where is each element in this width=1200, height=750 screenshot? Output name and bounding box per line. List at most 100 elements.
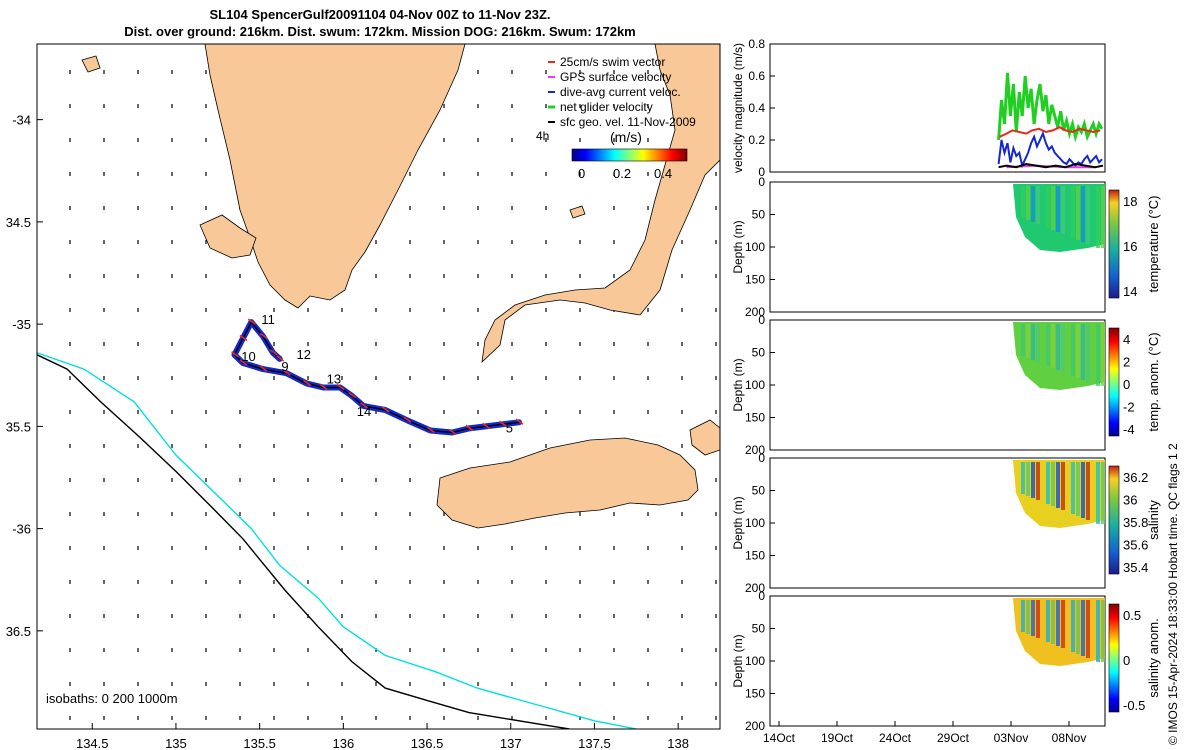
map-ytick-1: 34.5 (6, 215, 31, 230)
temperature-anomaly-profile-8 (1056, 324, 1060, 370)
salinity-profile-11 (1071, 462, 1075, 514)
temperature-anomaly-cbar-tick-3: -2 (1123, 400, 1135, 415)
temperature-profile-10 (1066, 186, 1070, 236)
temperature-anomaly-profile-14 (1086, 324, 1090, 382)
isobath-1000 (37, 354, 570, 729)
velocity-y-axis: 0 0.2 0.4 0.6 0.8 (748, 37, 775, 179)
velocity-series-0 (997, 72, 1104, 143)
map-panel: 11 10 12 9 13 14 5 134.5 135 135.5 136 136.5 137 137… (6, 43, 721, 750)
temperature-anomaly-profile-15 (1091, 324, 1095, 384)
temperature-anomaly-ytick-4: 200 (745, 443, 765, 457)
temperature-anomaly-profile-3 (1031, 324, 1035, 360)
swim-vector-16 (231, 351, 239, 358)
temperature-profile-11 (1071, 186, 1075, 238)
salinity-cbar-tick-4: 35.4 (1123, 560, 1148, 575)
temperature-anomaly-profile-13 (1081, 324, 1085, 380)
temperature-profile-12 (1076, 186, 1080, 240)
legend-dive: dive-avg current veloc. (560, 85, 681, 99)
velocity-ytick-4: 0.8 (748, 37, 765, 51)
isobath-200 (37, 352, 637, 729)
map-xtick-5: 137 (500, 736, 522, 750)
legend-time: 4h (536, 129, 549, 143)
swim-vector-11 (319, 383, 328, 391)
swim-vector-21 (276, 355, 285, 362)
temperature-profile-4 (1036, 186, 1040, 224)
legend-gps: GPS surface velocity (560, 70, 671, 84)
day-label-10: 10 (241, 349, 255, 364)
temperature-ytick-4: 200 (745, 305, 765, 319)
salinity-anomaly-ylabel: Depth (m) (731, 634, 745, 687)
salinity-profile-2 (1026, 462, 1030, 496)
swim-vector-19 (259, 332, 268, 340)
day-label-5: 5 (506, 421, 513, 436)
map-ytick-2: -35 (12, 317, 31, 332)
swim-vector-8 (359, 402, 368, 409)
map-xtick-3: 136 (332, 736, 354, 750)
temperature-anomaly-profile-10 (1066, 324, 1070, 374)
temperature-colorbar (1108, 189, 1120, 299)
salinity-ytick-1: 50 (752, 484, 766, 498)
temperature-cbar-tick-1: 16 (1123, 239, 1137, 254)
legend-sfc: sfc geo. vel. 11-Nov-2009 (560, 115, 696, 129)
salinity-anomaly-profile-13 (1081, 600, 1085, 656)
temperature-cbar-tick-0: 18 (1123, 194, 1137, 209)
temperature-profile-2 (1026, 186, 1030, 220)
temperature-profile-8 (1056, 186, 1060, 232)
salinity-profile-17 (1101, 462, 1105, 524)
map-ytick-3: 35.5 (6, 419, 31, 434)
salinity-profile-3 (1031, 462, 1035, 498)
map-legend: 25cm/s swim vector GPS surface velocity … (536, 55, 696, 181)
colorbar-tick-0: 0 (578, 166, 585, 181)
temperature-anomaly-ytick-1: 50 (752, 346, 766, 360)
temperature-anomaly-cbar-tick-2: 0 (1123, 377, 1130, 392)
swim-vectors (231, 318, 524, 436)
island-2 (569, 205, 586, 219)
colorbar-tick-04: 0.4 (654, 166, 672, 181)
time-x-axis: 14Oct 19Oct 24Oct 29Oct 03Nov 08Nov (763, 721, 1086, 745)
temperature-profile-13 (1081, 186, 1085, 242)
velocity-series-1 (999, 126, 1101, 138)
map-ytick-0: -34 (12, 113, 31, 128)
temperature-profile-5 (1041, 186, 1045, 226)
swim-vector-18 (247, 318, 256, 325)
temperature-anomaly-cbar-tick-4: -4 (1123, 422, 1135, 437)
temperature-anomaly-profile-12 (1076, 324, 1080, 378)
section-temperature: 0 50 100 150 200 Depth (m) 18 16 14 temperature (… (731, 175, 1161, 319)
salinity-ytick-0: 0 (758, 451, 765, 465)
swim-vector-10 (336, 383, 345, 391)
time-xtick-2: 24Oct (879, 731, 912, 745)
salinity-profile-7 (1051, 462, 1055, 506)
salinity-cbar-tick-3: 35.6 (1123, 538, 1148, 553)
title-line-2: Dist. over ground: 216km. Dist. swum: 17… (124, 24, 636, 39)
temperature-anomaly-ytick-2: 100 (745, 378, 765, 392)
map-xtick-0: 134.5 (76, 736, 109, 750)
temperature-anomaly-ytick-3: 150 (745, 411, 765, 425)
velocity-ytick-3: 0.6 (748, 69, 765, 83)
temperature-profile-14 (1086, 186, 1090, 244)
yorke-peninsula (481, 44, 720, 364)
swim-vector-13 (282, 369, 291, 376)
temperature-anomaly-profile-5 (1041, 324, 1045, 364)
swim-vector-15 (239, 359, 248, 366)
colorbar-unit: (m/s) (610, 129, 642, 145)
temperature-profile-16 (1096, 186, 1100, 248)
temperature-cbar-tick-2: 14 (1123, 284, 1137, 299)
temperature-anomaly-profile-17 (1101, 324, 1105, 386)
swim-vector-3 (465, 424, 474, 432)
map-ytick-5: 36.5 (6, 624, 31, 639)
salinity-anomaly-profile-11 (1071, 600, 1075, 652)
temperature-ytick-3: 150 (745, 273, 765, 287)
map-xtick-7: 138 (667, 736, 689, 750)
temperature-anomaly-ytick-0: 0 (758, 313, 765, 327)
temperature-anomaly-ylabel: Depth (m) (731, 358, 745, 411)
salinity-ytick-2: 100 (745, 516, 765, 530)
salinity-anomaly-cbar-tick-2: -0.5 (1123, 698, 1145, 713)
salinity-anomaly-profile-7 (1051, 600, 1055, 644)
salinity-profile-9 (1061, 462, 1065, 510)
swim-vector-1 (498, 420, 507, 427)
salinity-profile-10 (1066, 462, 1070, 512)
time-xtick-5: 08Nov (1052, 731, 1087, 745)
temperature-profile-3 (1031, 186, 1035, 222)
